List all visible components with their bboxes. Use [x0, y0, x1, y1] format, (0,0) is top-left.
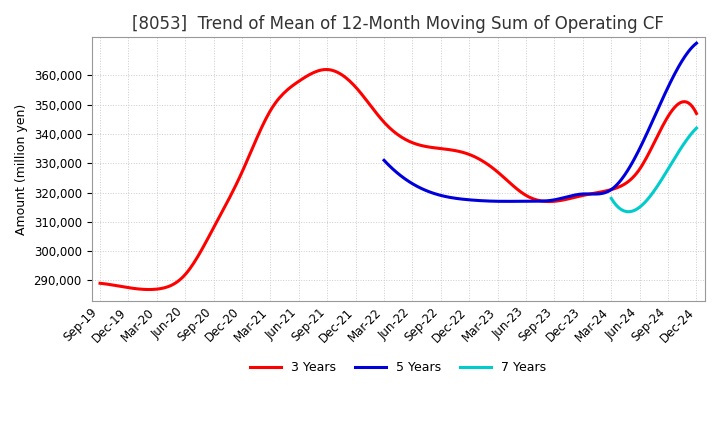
- 5 Years: [381, 159, 390, 164]
- Y-axis label: Amount (million yen): Amount (million yen): [15, 103, 28, 235]
- 3 Years: [640, 158, 649, 164]
- 3 Years: [98, 281, 107, 286]
- 5 Years: [692, 40, 701, 46]
- Line: 3 Years: 3 Years: [100, 70, 696, 290]
- 5 Years: [567, 193, 575, 198]
- 5 Years: [572, 192, 580, 198]
- 3 Years: [692, 111, 701, 116]
- Title: [8053]  Trend of Mean of 12-Month Moving Sum of Operating CF: [8053] Trend of Mean of 12-Month Moving …: [132, 15, 665, 33]
- 3 Years: [321, 67, 330, 72]
- Line: 5 Years: 5 Years: [384, 43, 696, 202]
- 7 Years: [692, 125, 701, 131]
- 7 Years: [624, 209, 633, 214]
- 5 Years: [566, 194, 575, 199]
- 3 Years: [455, 149, 464, 154]
- 3 Years: [453, 148, 462, 154]
- 3 Years: [96, 281, 104, 286]
- 7 Years: [660, 174, 668, 179]
- 7 Years: [607, 196, 616, 202]
- 5 Years: [644, 128, 653, 133]
- 5 Years: [664, 84, 672, 89]
- 5 Years: [502, 199, 510, 204]
- 3 Years: [603, 188, 611, 193]
- 3 Years: [464, 152, 473, 157]
- 7 Years: [607, 196, 616, 201]
- 5 Years: [379, 158, 388, 163]
- 7 Years: [658, 176, 667, 181]
- 7 Years: [657, 176, 666, 182]
- Legend: 3 Years, 5 Years, 7 Years: 3 Years, 5 Years, 7 Years: [245, 356, 552, 379]
- 7 Years: [685, 134, 693, 139]
- Line: 7 Years: 7 Years: [611, 128, 696, 212]
- 7 Years: [679, 142, 688, 147]
- 3 Years: [143, 287, 152, 292]
